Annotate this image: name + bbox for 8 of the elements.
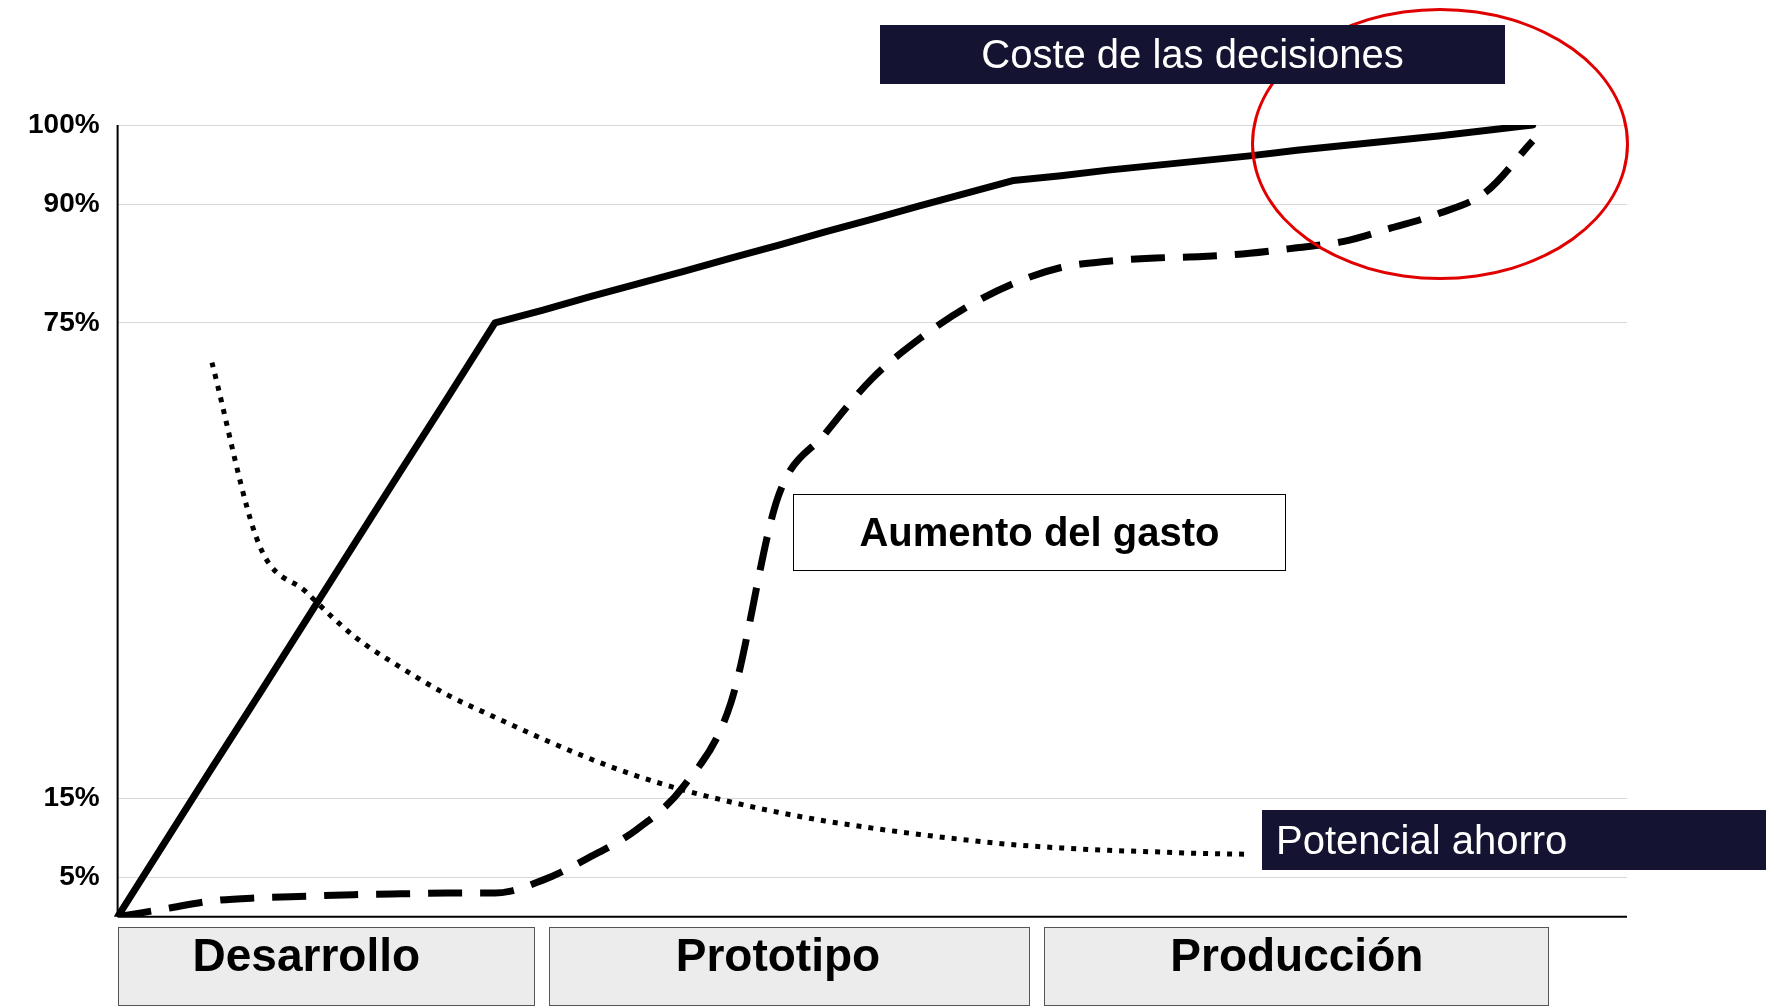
y-tick-label: 90% [43, 186, 100, 218]
y-tick-label: 100% [27, 107, 100, 139]
x-tick-label: Desarrollo [192, 929, 421, 982]
x-tick-label: Prototipo [675, 929, 881, 982]
x-tick-label: Producción [1170, 929, 1424, 982]
y-tick-label: 75% [43, 305, 100, 337]
y-tick-label: 5% [59, 859, 100, 891]
y-tick-label: 15% [43, 780, 100, 812]
